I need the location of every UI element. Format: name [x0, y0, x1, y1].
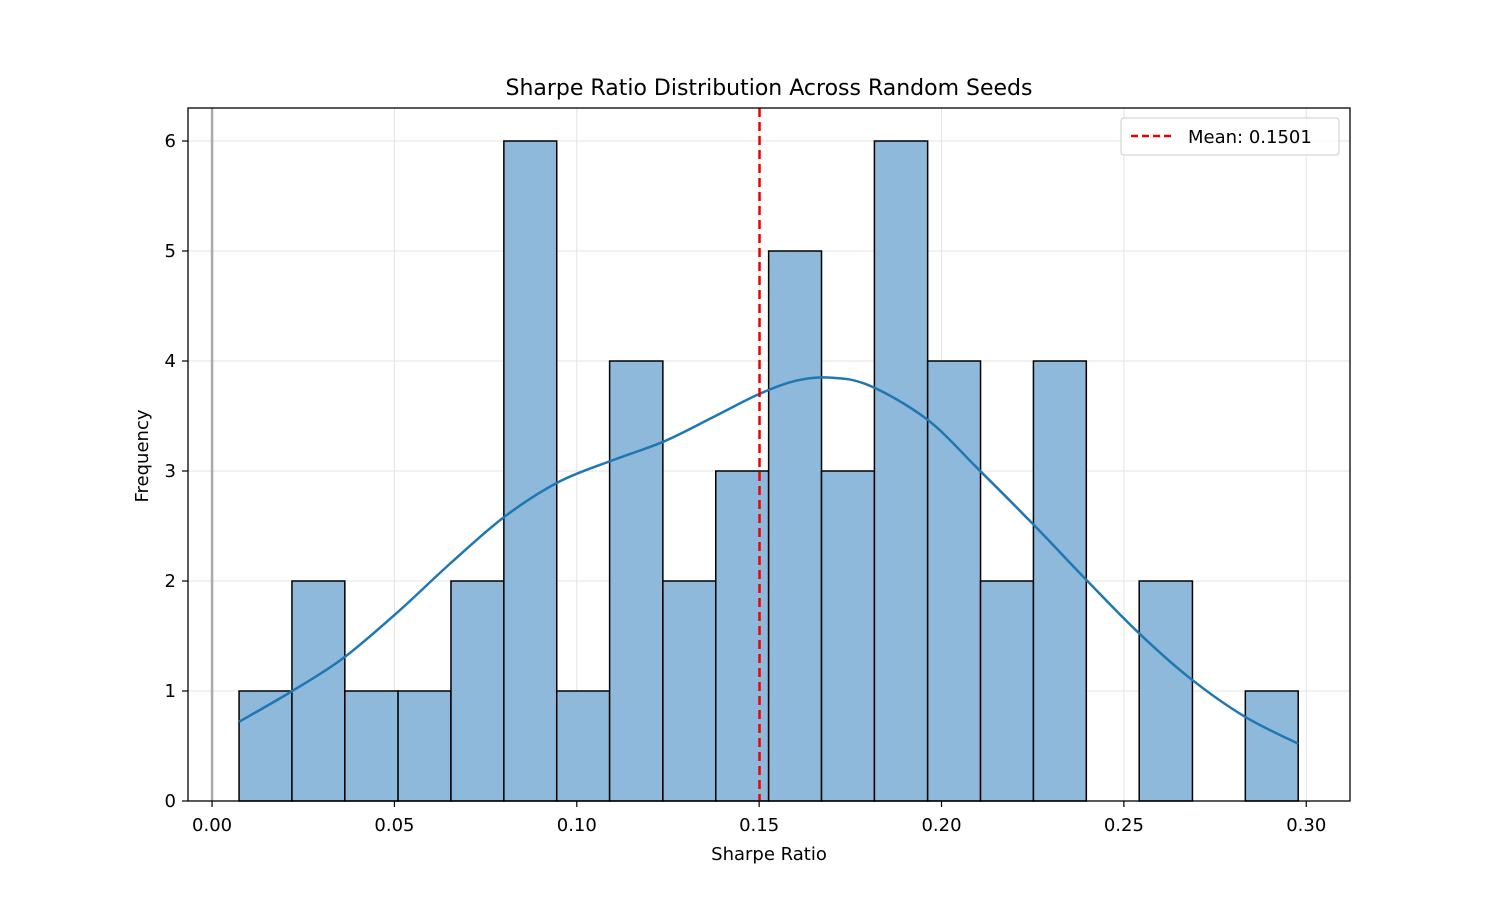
bars-layer	[238, 140, 1299, 802]
y-tick-label: 0	[165, 791, 176, 812]
histogram-bar	[767, 250, 823, 802]
x-tick-label: 0.05	[374, 815, 414, 836]
histogram-bar	[1244, 690, 1299, 802]
chart-title: Sharpe Ratio Distribution Across Random …	[506, 76, 1033, 101]
histogram-bar	[1138, 580, 1194, 802]
x-axis-title: Sharpe Ratio	[711, 844, 827, 865]
legend-mean-label: Mean: 0.1501	[1188, 127, 1312, 148]
histogram-bar	[820, 470, 876, 802]
histogram-bar	[503, 140, 558, 802]
plot-frame	[187, 107, 1351, 802]
y-tick-label: 2	[165, 571, 176, 592]
y-tick-label: 5	[165, 241, 176, 262]
histogram-bar	[344, 690, 399, 802]
x-tick-label: 0.30	[1286, 815, 1326, 836]
histogram-bar	[555, 690, 611, 802]
histogram-bar	[397, 690, 452, 802]
histogram-bar	[450, 580, 505, 802]
histogram-bar	[979, 580, 1035, 802]
y-tick-label: 3	[165, 461, 176, 482]
x-tick-label: 0.25	[1104, 815, 1144, 836]
y-axis-title: Frequency	[132, 409, 153, 502]
y-tick-label: 1	[165, 681, 176, 702]
histogram-bar	[1032, 360, 1088, 802]
histogram-bar	[873, 140, 929, 802]
x-tick-label: 0.10	[557, 815, 597, 836]
x-tick-label: 0.15	[739, 815, 779, 836]
x-tick-label: 0.20	[921, 815, 961, 836]
y-tick-label: 6	[165, 131, 176, 152]
legend-box	[1120, 117, 1340, 156]
histogram-bar	[662, 580, 717, 802]
ticks-layer: 0.00 0.05 0.10 0.15 0.20 0.25 0.30 0 1 2 3 4 5 6	[165, 131, 1327, 836]
kde-curve	[238, 376, 1299, 745]
x-tick-label: 0.00	[192, 815, 232, 836]
lines-layer	[238, 108, 1299, 801]
histogram-bar	[291, 580, 346, 802]
legend: Mean: 0.1501	[1120, 117, 1340, 156]
histogram-bar	[926, 360, 982, 802]
histogram-bar	[608, 360, 664, 802]
y-tick-label: 4	[165, 351, 176, 372]
